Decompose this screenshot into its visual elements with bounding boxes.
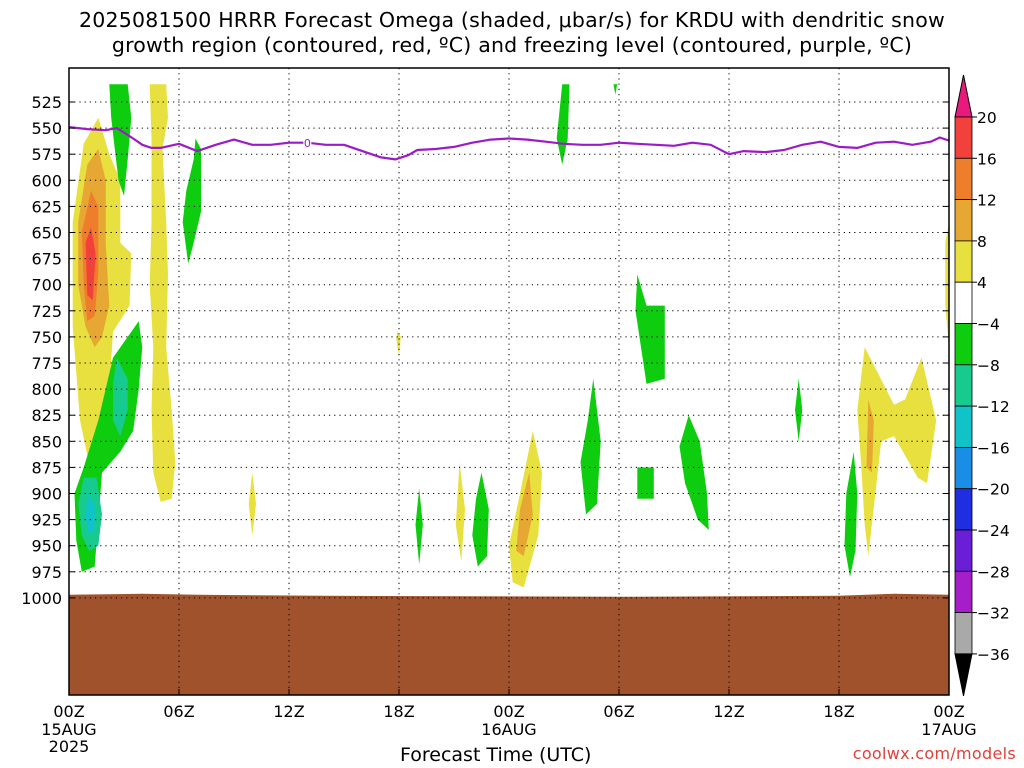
omega-region-4 [149,84,176,502]
omega-region-24 [635,274,665,384]
omega-region-5 [248,472,256,536]
colorbar-segment [954,446,973,490]
x-tick-label: 12Z [273,702,304,721]
colorbar-label: −32 [977,605,1010,623]
x-tick-sublabel: 15AUG [41,720,96,739]
omega-region-13 [109,84,132,196]
colorbar-segment [954,281,973,324]
y-tick-label: 900 [31,485,62,504]
y-tick-label: 675 [31,250,62,269]
omega-region-11 [866,399,874,473]
colorbar-label: 20 [977,109,997,127]
omega-region-27 [795,378,803,442]
omega-region-23 [613,84,618,95]
colorbar-segment [954,157,973,201]
colorbar-segment [954,570,973,613]
y-tick-label: 975 [31,563,62,582]
omega-region-26 [679,415,709,530]
colorbar-label: −12 [977,398,1010,416]
surface-layer [69,593,949,695]
omega-region-28 [844,451,858,577]
colorbar-segment [954,323,973,366]
omega-region-16 [113,357,128,437]
x-tick-sublabel: 16AUG [481,720,536,739]
chart-title-line-1: 2025081500 HRRR Forecast Omega (shaded, … [79,8,945,32]
colorbar: 20 16 12 8 4 −4 −8 −12 −16 −20 −24 −28 −32 −36 [954,74,1010,696]
y-axis: 525 550 575 600 625 650 675 700 725 750 775 800 825 8… [21,93,949,608]
y-tick-label: 775 [31,354,62,373]
colorbar-label: −16 [977,439,1010,457]
colorbar-segment [954,199,973,242]
y-tick-label: 625 [31,197,62,216]
freezing-level-layer: 0 [69,126,949,161]
colorbar-label: 4 [977,274,987,292]
y-tick-label: 575 [31,145,62,164]
colorbar-segment [954,116,973,159]
freezing-level-line [69,126,949,161]
y-tick-label: 850 [31,432,62,451]
colorbar-label: 12 [977,192,997,210]
x-tick-sublabel: 17AUG [921,720,976,739]
omega-region-9 [516,472,533,557]
omega-region-25 [637,467,654,499]
freezing-level-label-bg [303,136,312,149]
y-tick-label: 925 [31,511,62,530]
colorbar-label: −36 [977,646,1010,664]
colorbar-segment [954,529,973,572]
omega-region-3 [85,227,96,301]
y-tick-label: 525 [31,93,62,112]
colorbar-segment [954,612,973,655]
y-tick-label: 700 [31,276,62,295]
y-tick-label: 825 [31,406,62,425]
x-tick-label: 00Z [493,702,524,721]
colorbar-segment [954,240,973,283]
y-tick-label: 875 [31,458,62,477]
x-tick-label: 18Z [383,702,414,721]
x-tick-sublabel: 2025 [49,737,90,756]
x-tick-label: 06Z [163,702,194,721]
colorbar-label: 16 [977,150,997,168]
x-tick-label: 06Z [603,702,634,721]
colorbar-label: −24 [977,522,1010,540]
omega-region-10 [857,347,937,557]
y-tick-label: 725 [31,302,62,321]
colorbar-segment [954,405,973,448]
y-tick-label: 600 [31,171,62,190]
colorbar-label: 8 [977,233,987,251]
y-tick-label: 800 [31,380,62,399]
x-tick-label: 12Z [713,702,744,721]
colorbar-label: −8 [977,357,1000,375]
y-tick-label: 650 [31,224,62,243]
credit-link[interactable]: coolwx.com/models [852,744,1016,763]
colorbar-label: −28 [977,563,1010,581]
colorbar-segment [954,364,973,407]
omega-region-22 [580,378,601,515]
y-tick-label: 1000 [21,589,62,608]
x-axis-title: Forecast Time (UTC) [400,744,592,766]
omega-region-18 [85,493,95,536]
colorbar-label: −20 [977,481,1010,499]
y-tick-label: 950 [31,537,62,556]
x-tick-label: 00Z [933,702,964,721]
surface-terrain-band [69,593,949,695]
colorbar-label: −4 [977,316,1000,334]
colorbar-segment [954,488,973,531]
omega-region-19 [415,488,423,565]
colorbar-bottom-arrow [954,653,973,696]
x-tick-label: 00Z [53,702,84,721]
y-tick-label: 550 [31,119,62,138]
freezing-level-label: 0 [304,137,311,150]
y-tick-label: 750 [31,328,62,347]
colorbar-top-arrow [954,74,973,118]
chart-title-line-2: growth region (contoured, red, ºC) and f… [111,33,913,57]
x-tick-label: 18Z [823,702,854,721]
omega-region-7 [455,462,465,562]
omega-region-14 [182,138,201,264]
